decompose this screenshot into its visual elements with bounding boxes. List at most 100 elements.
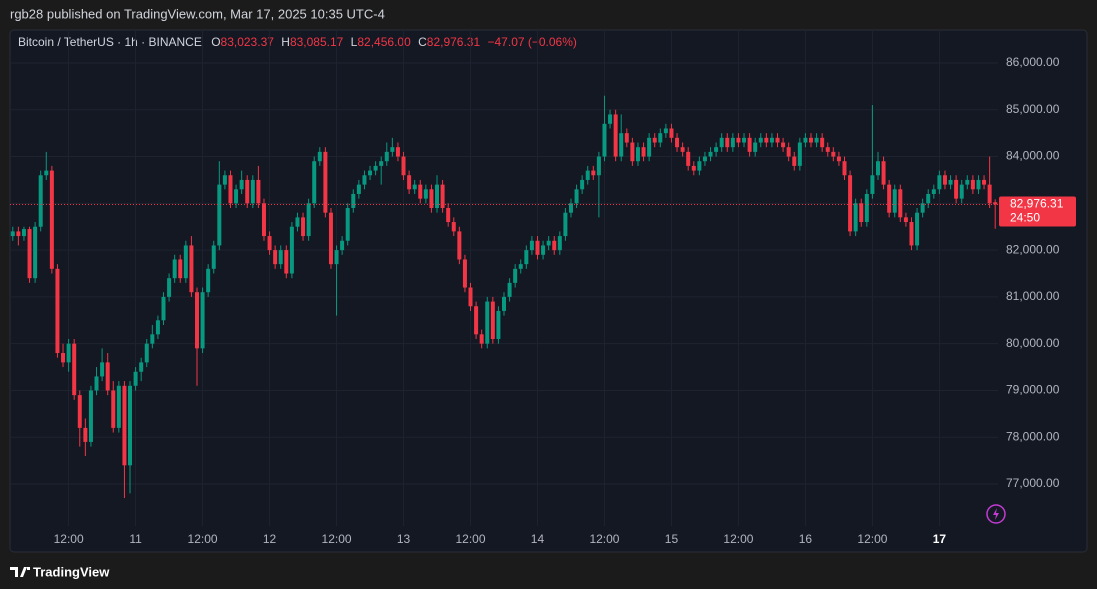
candle-body bbox=[340, 240, 345, 251]
y-tick-label: 77,000.00 bbox=[1006, 476, 1060, 490]
candle-body bbox=[736, 137, 741, 143]
candle-body bbox=[407, 175, 412, 190]
candle-body bbox=[312, 161, 317, 204]
candle-body bbox=[864, 193, 869, 223]
footer-logo: TradingView bbox=[10, 564, 110, 579]
candle-body bbox=[462, 259, 467, 288]
candle-body bbox=[351, 193, 356, 209]
candle-body bbox=[557, 236, 562, 251]
candle-body bbox=[267, 236, 272, 251]
candle-body bbox=[451, 222, 456, 232]
candle-body bbox=[21, 229, 26, 237]
candle-body bbox=[228, 175, 233, 204]
candle-body bbox=[490, 301, 495, 339]
candle-body bbox=[105, 362, 110, 391]
candle-body bbox=[758, 137, 763, 143]
ohlc-key: O bbox=[211, 35, 220, 49]
candle-body bbox=[820, 137, 825, 148]
candle-body bbox=[652, 137, 657, 143]
publisher-line: rgb28 published on TradingView.com, Mar … bbox=[10, 6, 385, 21]
chart-panel bbox=[9, 29, 1088, 553]
x-tick-label: 14 bbox=[531, 532, 545, 546]
candle-body bbox=[585, 170, 590, 180]
candle-body bbox=[920, 203, 925, 213]
x-tick-label: 13 bbox=[397, 532, 411, 546]
candle-body bbox=[306, 203, 311, 237]
x-tick-label: 11 bbox=[129, 532, 142, 546]
candle-body bbox=[72, 343, 77, 396]
candle-body bbox=[842, 161, 847, 176]
candle-body bbox=[161, 296, 166, 321]
candle-body bbox=[362, 175, 367, 185]
ohlc-value: 83,085.17 bbox=[290, 35, 344, 49]
candle-body bbox=[892, 189, 897, 213]
candle-body bbox=[574, 189, 579, 204]
candle-body bbox=[602, 123, 607, 157]
last-price-box bbox=[999, 196, 1076, 227]
candle-body bbox=[769, 137, 774, 143]
candle-body bbox=[903, 217, 908, 223]
x-tick-label: 16 bbox=[799, 532, 813, 546]
candle-body bbox=[926, 193, 931, 204]
candle-body bbox=[591, 170, 596, 176]
candle-body bbox=[435, 184, 440, 209]
candle-body bbox=[686, 151, 691, 166]
candle-body bbox=[764, 137, 769, 143]
price-change: −47.07 (−0.06%) bbox=[488, 35, 577, 49]
candle-body bbox=[658, 133, 663, 143]
candle-body bbox=[954, 179, 959, 199]
countdown: 24:50 bbox=[1010, 211, 1040, 225]
candle-body bbox=[189, 245, 194, 293]
candle-body bbox=[825, 147, 830, 152]
candle-body bbox=[284, 250, 289, 274]
candle-body bbox=[775, 137, 780, 143]
candle-body bbox=[702, 156, 707, 162]
symbol-title: Bitcoin / TetherUS · 1h · BINANCE bbox=[18, 35, 202, 49]
candle-body bbox=[719, 137, 724, 148]
candle-body bbox=[613, 114, 618, 157]
candle-body bbox=[797, 142, 802, 166]
candle-body bbox=[468, 287, 473, 307]
candle-body bbox=[412, 184, 417, 190]
candle-body bbox=[568, 203, 573, 213]
candle-body bbox=[111, 390, 116, 428]
candle-body bbox=[200, 292, 205, 349]
candle-body bbox=[33, 226, 38, 279]
candle-body bbox=[965, 179, 970, 185]
candle-body bbox=[875, 161, 880, 176]
grid bbox=[10, 30, 998, 526]
candle-body bbox=[987, 184, 992, 204]
candle-body bbox=[128, 385, 133, 466]
logo-icon bbox=[10, 567, 30, 577]
candle-body bbox=[368, 170, 373, 176]
candle-body bbox=[27, 229, 32, 279]
candle-body bbox=[881, 161, 886, 185]
candle-body bbox=[742, 137, 747, 143]
candle-body bbox=[580, 179, 585, 190]
candle-body bbox=[814, 137, 819, 143]
candle-body bbox=[859, 203, 864, 223]
candle-body bbox=[909, 222, 914, 246]
candle-body bbox=[256, 179, 261, 204]
candle-body bbox=[641, 147, 646, 157]
candle-body bbox=[457, 231, 462, 260]
ohlc-key: H bbox=[281, 35, 290, 49]
candle-body bbox=[261, 203, 266, 237]
candle-body bbox=[647, 137, 652, 157]
candle-body bbox=[836, 156, 841, 162]
candle-body bbox=[485, 301, 490, 344]
candle-body bbox=[507, 282, 512, 297]
candle-body bbox=[379, 161, 384, 166]
candle-body bbox=[831, 151, 836, 157]
x-tick-label: 12:00 bbox=[857, 532, 887, 546]
candle-body bbox=[552, 240, 557, 251]
candle-body bbox=[809, 137, 814, 143]
candle-body bbox=[88, 390, 93, 442]
candle-body bbox=[803, 137, 808, 143]
candle-body bbox=[295, 217, 300, 227]
candle-body bbox=[898, 189, 903, 218]
candle-body bbox=[440, 184, 445, 209]
candle-body bbox=[725, 137, 730, 148]
candle-body bbox=[211, 245, 216, 269]
